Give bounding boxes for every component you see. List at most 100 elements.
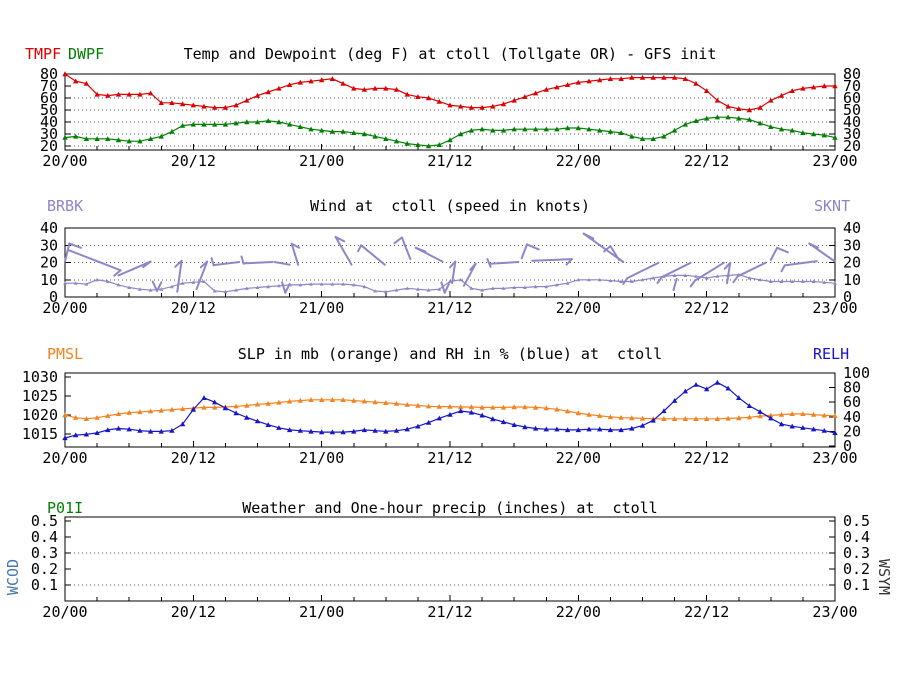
wind-barb-staff (693, 261, 725, 282)
x-tick-label: 23/00 (812, 449, 857, 467)
x-tick-label: 22/00 (556, 299, 601, 317)
legend-pmsl: PMSL (47, 345, 84, 363)
x-tick-label: 22/12 (684, 603, 729, 621)
panel-title-slp-rh: SLP in mb (orange) and RH in % (blue) at… (237, 345, 663, 363)
wind-barb-feather (689, 279, 696, 288)
x-tick-label: 22/12 (684, 152, 729, 170)
y-tick-label: 40 (843, 408, 861, 426)
wind-barb-staff (783, 260, 818, 267)
wind-barb-staff (151, 280, 158, 292)
x-tick-label: 20/00 (42, 299, 87, 317)
plot-frame (64, 516, 836, 602)
x-tick-label: 20/12 (171, 299, 216, 317)
series-line-sknt (65, 273, 836, 293)
wind-barb-feather (174, 259, 183, 268)
wind-barb-staff (360, 244, 386, 266)
x-tick-label: 21/00 (299, 152, 344, 170)
y-tick-label: 10 (40, 271, 58, 289)
y-tick-label: 0.3 (843, 544, 870, 562)
wind-barb-feather (113, 269, 122, 277)
wind-barb-staff (176, 259, 183, 293)
y-tick-label: 20 (40, 137, 58, 155)
wind-barb-staff (726, 261, 732, 285)
wind-barb-feather (565, 258, 573, 266)
wind-barb-feather (199, 260, 209, 269)
wind-barb-staff (242, 261, 274, 265)
x-tick-label: 22/00 (556, 449, 601, 467)
x-tick-label: 20/00 (42, 152, 87, 170)
y-tick-label: 0.5 (31, 512, 58, 530)
wind-barb-feather (357, 244, 363, 253)
x-tick-label: 20/00 (42, 603, 87, 621)
x-tick-label: 20/12 (171, 152, 216, 170)
wind-barb-staff (68, 249, 122, 272)
panel-title-precip: Weather and One-hour precip (inches) at … (242, 499, 658, 517)
y-tick-label: 0 (843, 288, 852, 306)
wind-barb-staff (212, 261, 241, 267)
wind-barb-staff (609, 245, 620, 261)
wind-barb-feather (156, 281, 163, 292)
y-tick-label: 80 (843, 379, 861, 397)
wind-barb-staff (520, 243, 528, 260)
x-tick-label: 22/12 (684, 299, 729, 317)
x-tick-label: 21/00 (299, 603, 344, 621)
y-tick-label: 20 (843, 137, 861, 155)
y-tick-label: 100 (843, 364, 870, 382)
y-tick-label: 1015 (22, 425, 58, 443)
x-tick-label: 23/00 (812, 603, 857, 621)
y-tick-label: 1020 (22, 406, 58, 424)
legend-relh: RELH (813, 345, 850, 363)
y-tick-label: 20 (843, 254, 861, 272)
y-tick-label: 60 (843, 89, 861, 107)
legend-dwpf: DWPF (68, 45, 105, 63)
legend-tmpf: TMPF (25, 45, 62, 63)
wind-barb-staff (451, 260, 457, 285)
y-tick-label: 10 (843, 271, 861, 289)
x-tick-label: 23/00 (812, 152, 857, 170)
y-tick-label: 0.4 (31, 528, 58, 546)
x-tick-label: 21/00 (299, 299, 344, 317)
x-tick-label: 21/00 (299, 449, 344, 467)
wind-barb-feather (469, 262, 477, 271)
wind-barb-feather (290, 242, 301, 249)
wind-barb-staff (195, 260, 209, 291)
x-tick-label: 20/12 (171, 603, 216, 621)
y-tick-label: 30 (843, 236, 861, 254)
wind-barb-feather (393, 236, 403, 245)
wind-barb-staff (531, 258, 573, 262)
y-tick-label: 70 (843, 77, 861, 95)
wind-barb-staff (736, 261, 767, 278)
y-tick-label: 0.1 (31, 576, 58, 594)
wind-barb-feather (723, 261, 732, 270)
wind-barb-staff (334, 236, 353, 266)
y-tick-label: 0.2 (843, 560, 870, 578)
wind-barb-feather (68, 242, 82, 249)
x-tick-label: 21/12 (427, 152, 472, 170)
x-tick-label: 22/00 (556, 603, 601, 621)
wind-barb-feather (808, 242, 819, 249)
y-tick-label: 20 (40, 254, 58, 272)
y-tick-label: 0.2 (31, 560, 58, 578)
x-tick-label: 22/12 (684, 449, 729, 467)
wind-barb-feather (414, 246, 427, 253)
x-tick-label: 21/12 (427, 603, 472, 621)
wind-barb-feather (656, 276, 663, 284)
y-tick-label: 1030 (22, 368, 58, 386)
x-tick-label: 23/00 (812, 299, 857, 317)
x-tick-label: 20/00 (42, 449, 87, 467)
wind-barb-feather (284, 283, 291, 294)
wind-barb-feather (732, 275, 739, 284)
x-tick-label: 22/00 (556, 152, 601, 170)
series-markers-tmpf (62, 71, 838, 113)
x-tick-label: 20/12 (171, 449, 216, 467)
y-tick-label: 40 (40, 219, 58, 237)
y-tick-label: 60 (843, 393, 861, 411)
y-tick-label: 0.3 (31, 544, 58, 562)
wind-barb-feather (776, 246, 789, 254)
y-tick-label: 40 (843, 219, 861, 237)
y-tick-label: 30 (40, 125, 58, 143)
x-tick-label: 21/12 (427, 299, 472, 317)
y-tick-label: 30 (843, 125, 861, 143)
legend-p01i: P01I (47, 499, 84, 517)
y-tick-label: 1025 (22, 387, 58, 405)
